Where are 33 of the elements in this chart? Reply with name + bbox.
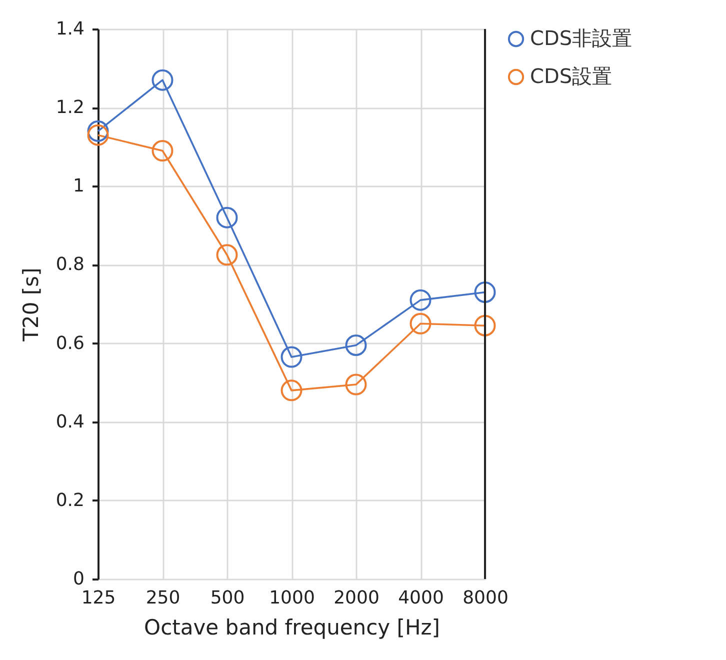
legend-label: CDS設置 <box>530 64 612 88</box>
y-axis-title: T20 [s] <box>18 268 43 342</box>
x-tick-label: 2000 <box>334 588 380 608</box>
x-tick-label: 500 <box>210 588 245 608</box>
y-tick-label: 0.6 <box>56 332 84 354</box>
x-tick-label: 250 <box>146 588 180 608</box>
legend-label: CDS非設置 <box>530 26 632 50</box>
point <box>152 69 174 91</box>
y-tick-label: 1 <box>73 176 84 197</box>
y-tick-label: 0.2 <box>56 490 84 511</box>
x-tick-label: 125 <box>81 588 116 608</box>
point <box>216 206 238 228</box>
y-tick-label: 1.4 <box>56 18 84 40</box>
point <box>410 312 432 334</box>
y-tick-label: 0.4 <box>56 411 84 432</box>
point <box>87 120 109 142</box>
y-tick-label: 0.8 <box>56 254 84 276</box>
point <box>345 334 367 356</box>
point <box>152 140 174 162</box>
point <box>87 124 109 146</box>
point <box>474 281 496 303</box>
x-tick-label: 8000 <box>462 588 508 608</box>
x-tick-label: 4000 <box>398 588 444 608</box>
point <box>345 374 367 396</box>
y-tick-label: 0 <box>73 568 84 590</box>
point <box>410 289 432 311</box>
point <box>280 346 302 368</box>
y-tick-label: 1.2 <box>56 97 84 118</box>
x-tick-label: 1000 <box>269 588 315 608</box>
point <box>216 244 238 266</box>
point <box>474 314 496 336</box>
x-axis-title: Octave band frequency [Hz] <box>144 616 440 640</box>
point <box>280 380 302 402</box>
